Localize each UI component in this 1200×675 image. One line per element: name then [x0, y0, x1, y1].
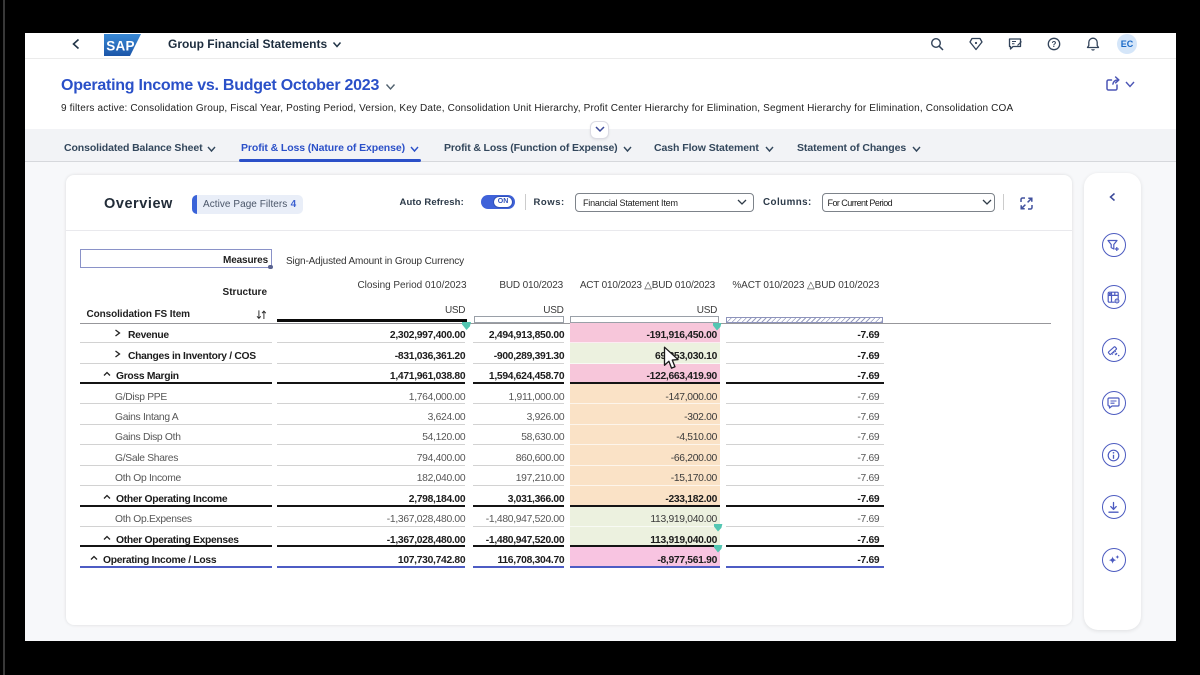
svg-text:?: ?: [1052, 40, 1057, 49]
svg-text:SAP: SAP: [106, 39, 135, 54]
